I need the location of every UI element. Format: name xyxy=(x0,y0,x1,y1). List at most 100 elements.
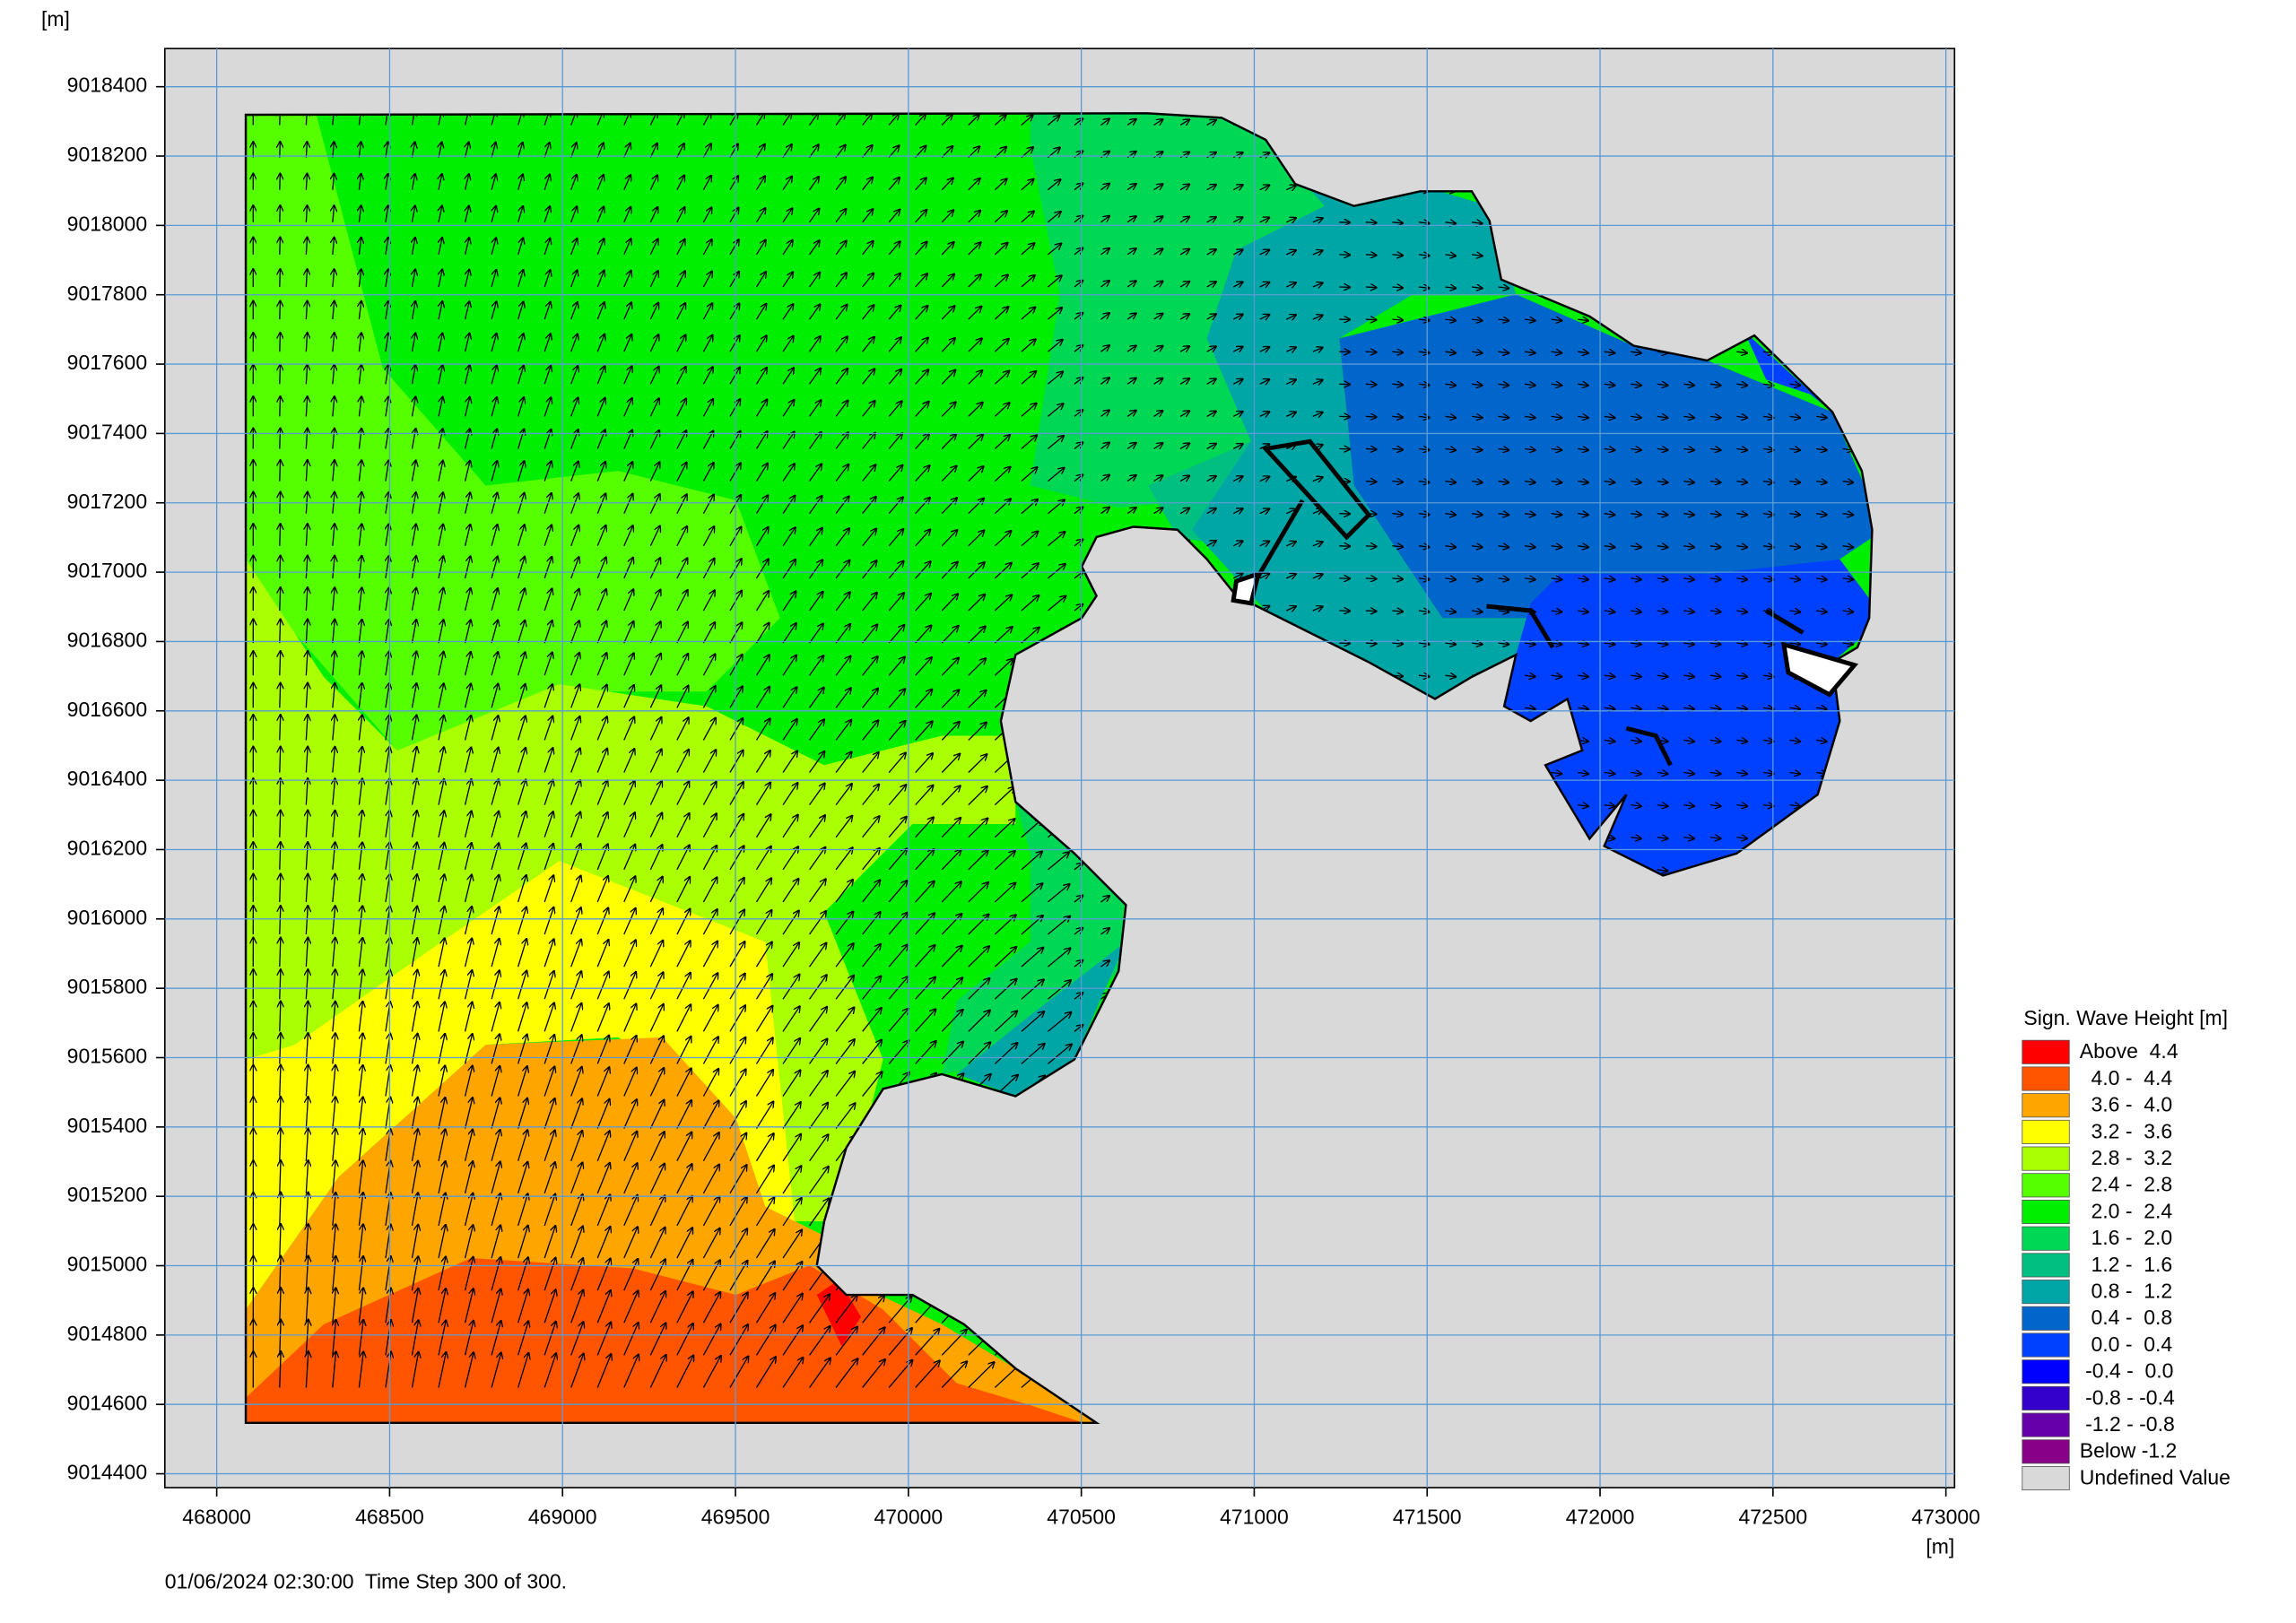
vector-arrow xyxy=(412,397,415,417)
vector-arrow xyxy=(1525,416,1535,417)
vector-arrow xyxy=(862,241,874,256)
legend: Above 4.4 4.0 - 4.4 3.6 - 4.0 3.2 - 3.6 … xyxy=(2022,1039,2231,1491)
vector-arrow xyxy=(968,466,984,482)
vector-arrow xyxy=(702,303,712,320)
vector-arrow xyxy=(438,429,443,449)
vector-arrow xyxy=(1100,119,1109,126)
x-tick-label: 472000 xyxy=(1566,1506,1635,1529)
vector-arrow xyxy=(782,464,795,482)
vector-arrow xyxy=(412,238,414,256)
vector-arrow xyxy=(464,366,470,385)
vector-arrow xyxy=(702,463,713,482)
vector-arrow xyxy=(1206,217,1216,222)
vector-arrow xyxy=(835,273,847,288)
vector-arrow xyxy=(280,556,281,578)
vector-arrow xyxy=(359,113,361,126)
vector-arrow xyxy=(968,178,980,191)
vector-arrow xyxy=(517,397,524,417)
vector-arrow xyxy=(623,398,632,417)
vector-arrow xyxy=(676,207,684,223)
vector-arrow xyxy=(1471,319,1482,320)
y-tick-label: 9016800 xyxy=(67,629,147,652)
vector-arrow xyxy=(1498,319,1509,320)
vector-arrow xyxy=(1471,222,1482,223)
vector-arrow xyxy=(1312,316,1323,319)
vector-arrow xyxy=(517,206,523,222)
vector-arrow xyxy=(1631,384,1640,385)
vector-arrow xyxy=(729,240,739,256)
vector-arrow xyxy=(1100,411,1109,417)
contour-region xyxy=(1504,559,1873,883)
vector-arrow xyxy=(1232,444,1242,448)
vector-arrow xyxy=(702,335,712,352)
vector-arrow xyxy=(518,143,523,158)
vector-arrow xyxy=(1047,212,1060,223)
vector-arrow xyxy=(994,435,1010,449)
vector-arrow xyxy=(1285,380,1295,385)
vector-arrow xyxy=(491,206,496,222)
vector-arrow xyxy=(1578,384,1587,385)
vector-arrow xyxy=(729,335,739,352)
vector-arrow xyxy=(386,113,387,126)
legend-label: 0.0 - 0.4 xyxy=(2080,1332,2173,1356)
vector-arrow xyxy=(465,270,470,288)
vector-arrow xyxy=(729,208,738,223)
vector-arrow xyxy=(491,113,495,126)
legend-label: Undefined Value xyxy=(2080,1465,2231,1488)
contour-region xyxy=(246,559,1016,1222)
vector-arrow xyxy=(386,301,388,320)
vector-arrow xyxy=(570,175,577,190)
vector-arrow xyxy=(888,337,900,352)
vector-arrow xyxy=(517,175,523,190)
vector-arrow xyxy=(439,301,442,320)
vector-arrow xyxy=(1179,120,1189,126)
vector-arrow xyxy=(359,429,361,449)
legend-swatch xyxy=(2022,1173,2070,1198)
vector-arrow xyxy=(491,175,496,190)
vector-arrow xyxy=(306,460,307,482)
vector-arrow xyxy=(782,369,794,385)
vector-arrow xyxy=(1285,282,1295,287)
legend-label: Above 4.4 xyxy=(2080,1039,2179,1063)
vector-arrow xyxy=(623,239,631,256)
x-axis-label: [m] xyxy=(1926,1534,1954,1558)
vector-arrow xyxy=(1445,416,1455,417)
vector-arrow xyxy=(994,403,1009,417)
vector-arrow xyxy=(1498,416,1509,417)
vector-arrow xyxy=(888,465,902,482)
vector-arrow xyxy=(333,461,335,482)
legend-swatch xyxy=(2022,1119,2070,1144)
legend-label: 1.2 - 1.6 xyxy=(2080,1253,2172,1276)
vector-arrow xyxy=(1126,248,1135,256)
vector-arrow xyxy=(1762,384,1773,385)
vector-arrow xyxy=(1365,578,1376,579)
vector-arrow xyxy=(888,114,899,126)
vector-arrow xyxy=(1285,250,1295,255)
vector-arrow xyxy=(1392,319,1402,320)
vector-arrow xyxy=(994,275,1007,288)
vector-arrow xyxy=(333,301,335,320)
vector-arrow xyxy=(1285,218,1295,222)
vector-arrow xyxy=(280,683,281,708)
vector-arrow xyxy=(1683,448,1693,449)
vector-arrow xyxy=(1683,384,1693,385)
vector-arrow xyxy=(1445,287,1455,288)
vector-arrow xyxy=(1259,186,1269,190)
vector-arrow xyxy=(1578,416,1587,417)
vector-arrow xyxy=(280,113,281,126)
vector-arrow xyxy=(439,397,443,417)
vector-arrow xyxy=(1232,347,1242,352)
vector-arrow xyxy=(862,433,875,449)
vector-arrow xyxy=(623,303,631,320)
vector-arrow xyxy=(1021,116,1032,126)
vector-arrow xyxy=(306,333,307,352)
vector-arrow xyxy=(915,434,929,449)
vector-arrow xyxy=(835,241,846,256)
x-tick-label: 471000 xyxy=(1220,1506,1289,1529)
vector-arrow xyxy=(1179,314,1189,319)
contour-region xyxy=(1030,113,1361,508)
vector-arrow xyxy=(729,304,739,320)
vector-arrow xyxy=(1232,315,1242,319)
vector-arrow xyxy=(1259,315,1269,319)
vector-arrow xyxy=(1021,243,1034,256)
